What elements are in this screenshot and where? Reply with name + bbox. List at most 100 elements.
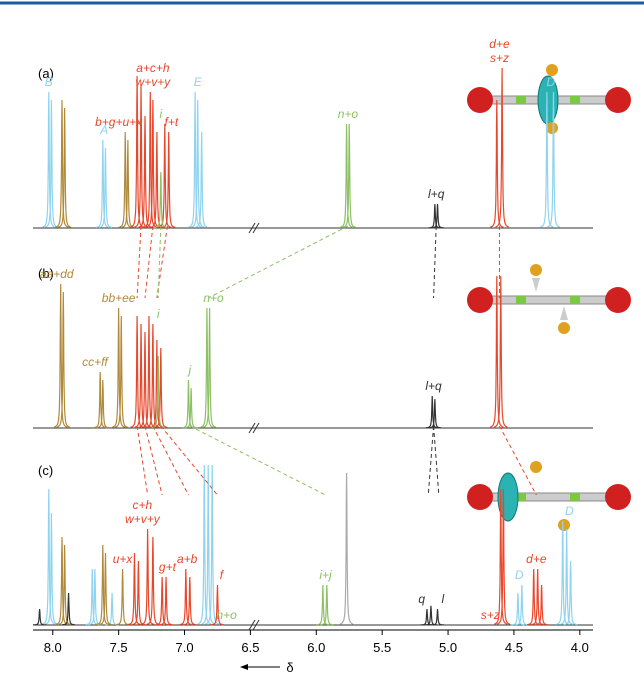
peak	[559, 528, 574, 625]
axis-break	[252, 619, 260, 631]
peak	[203, 307, 217, 428]
peak-annotation: E	[194, 75, 203, 89]
molecule-b	[467, 264, 631, 334]
peak	[181, 379, 196, 429]
peak-annotation: a+b	[177, 552, 198, 566]
peak-annotation: c+h	[133, 498, 153, 512]
axis-break	[252, 222, 260, 234]
correlation-link	[427, 425, 435, 496]
correlation-link	[156, 225, 168, 299]
peak	[546, 91, 561, 228]
peak	[155, 576, 169, 626]
peak-annotation: D	[565, 504, 574, 518]
peak-annotation: n+o	[338, 107, 359, 121]
x-tick-label: 6.0	[307, 640, 325, 655]
peak	[62, 592, 76, 626]
peak	[44, 512, 59, 625]
peak	[190, 99, 205, 228]
peak	[140, 528, 155, 625]
correlation-link	[157, 225, 162, 299]
peak	[154, 171, 168, 229]
peak	[96, 139, 110, 228]
correlation-link	[144, 225, 154, 299]
peak-annotation: s+z	[481, 608, 500, 622]
peak	[127, 552, 141, 626]
correlation-link	[433, 425, 440, 496]
correlation-link	[152, 425, 189, 496]
peak-annotation: s+z	[490, 51, 509, 65]
axis-arrowhead	[240, 664, 248, 670]
peak	[430, 608, 445, 626]
peak	[55, 99, 69, 228]
peak	[197, 464, 212, 625]
correlation-link	[144, 425, 163, 496]
correlation-link	[499, 425, 537, 496]
axis-break	[248, 222, 256, 234]
peak-annotation: i	[157, 307, 160, 321]
peak-annotation: i+j	[319, 568, 332, 582]
peak-annotation: w+v+y	[136, 75, 172, 89]
peak	[57, 544, 72, 626]
peak	[179, 568, 193, 626]
peak	[58, 107, 72, 228]
peak-annotation: l+q	[428, 187, 445, 201]
peak	[183, 576, 197, 626]
peak	[53, 283, 68, 428]
peak	[118, 131, 133, 228]
molecule-icons	[467, 64, 631, 531]
x-tick-label: 8.0	[44, 640, 62, 655]
peak	[495, 67, 509, 228]
peak	[490, 275, 504, 428]
axis-break	[248, 422, 256, 434]
peak	[564, 560, 578, 626]
peak-annotation: l	[441, 592, 444, 606]
x-tick-label: 4.0	[571, 640, 589, 655]
peak	[114, 315, 129, 428]
peak	[143, 91, 157, 228]
panel-label: (c)	[38, 463, 53, 478]
peak-annotation: g+t	[159, 560, 177, 574]
peak	[425, 395, 439, 429]
peak	[98, 552, 113, 626]
x-tick-label: 7.5	[110, 640, 128, 655]
peak	[112, 307, 126, 428]
peak	[201, 464, 216, 625]
correlation-link	[160, 425, 218, 496]
peak	[515, 584, 529, 626]
peak	[340, 123, 354, 228]
peak	[496, 488, 510, 625]
peak	[210, 584, 225, 626]
peak	[96, 379, 110, 429]
peak	[342, 123, 356, 228]
peak	[494, 488, 508, 625]
peak	[428, 203, 442, 229]
peak	[154, 347, 168, 429]
correlation-link	[208, 225, 349, 299]
peak	[205, 464, 219, 625]
peak	[85, 568, 99, 626]
peak	[188, 91, 202, 228]
peak-annotation: B	[45, 75, 53, 89]
peak-annotation: d+e	[526, 552, 547, 566]
peak	[340, 472, 354, 625]
peak-annotation: f	[220, 568, 225, 582]
peak-annotation: i	[159, 107, 162, 121]
peak-annotation: cc+ff	[82, 355, 109, 369]
peak-annotation: d+e	[489, 37, 510, 51]
panel-label: (a)	[38, 66, 54, 81]
x-tick-label: 5.5	[373, 640, 391, 655]
peak-annotation: j	[186, 363, 191, 377]
peak-annotation: a+c+h	[136, 61, 170, 75]
peak	[535, 584, 549, 626]
peak	[540, 91, 554, 228]
peak	[55, 536, 69, 625]
peak	[42, 91, 56, 228]
peak	[121, 139, 135, 228]
x-tick-label: 4.5	[505, 640, 523, 655]
peak	[88, 568, 102, 626]
correlation-link	[433, 225, 437, 299]
peak	[116, 568, 130, 626]
peak	[200, 307, 214, 428]
peak	[194, 131, 209, 228]
